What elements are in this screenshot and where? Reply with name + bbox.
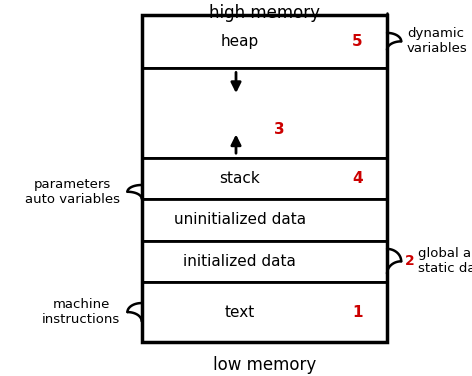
Text: initialized data: initialized data <box>183 254 296 269</box>
Bar <box>142 199 387 241</box>
Bar <box>142 15 387 68</box>
Text: stack: stack <box>219 171 260 186</box>
Text: uninitialized data: uninitialized data <box>174 212 306 227</box>
Text: high memory: high memory <box>209 4 320 22</box>
Text: heap: heap <box>220 34 259 49</box>
Text: 5: 5 <box>352 34 363 49</box>
Text: 4: 4 <box>352 171 363 186</box>
Bar <box>142 15 387 342</box>
Text: 3: 3 <box>274 122 284 137</box>
Text: global and
static data: global and static data <box>418 247 472 275</box>
Bar <box>142 241 387 282</box>
Text: 1: 1 <box>352 305 363 320</box>
Text: 2: 2 <box>405 254 415 268</box>
Text: text: text <box>225 305 255 320</box>
Text: low memory: low memory <box>213 356 316 374</box>
Text: machine
instructions: machine instructions <box>42 298 120 326</box>
Text: dynamic
variables: dynamic variables <box>407 27 468 55</box>
Text: parameters
auto variables: parameters auto variables <box>25 178 120 206</box>
Bar <box>142 68 387 158</box>
Bar <box>142 282 387 342</box>
Bar <box>142 158 387 199</box>
